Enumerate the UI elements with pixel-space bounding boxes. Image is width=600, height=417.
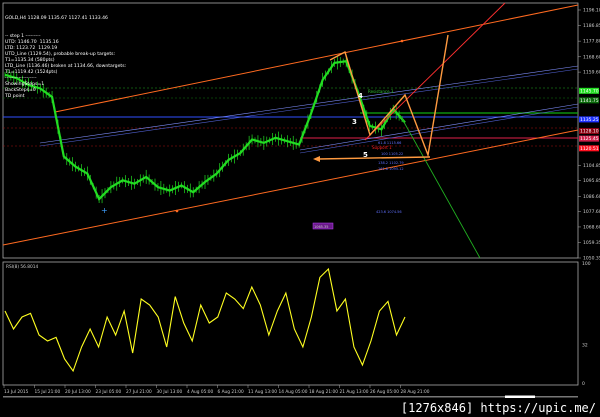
- rsi-line: [4, 267, 406, 373]
- time-tick-label: 11 Aug 13:00: [248, 389, 277, 395]
- scrollbar-thumb[interactable]: [505, 395, 535, 399]
- td-point-marker: +: [101, 206, 108, 215]
- fib-label: 100 1105.22: [381, 152, 403, 156]
- info-line: T1=1135.34 (580pts): [5, 58, 55, 63]
- time-tick-label: 4 Aug 05:00: [187, 389, 214, 395]
- time-tick-label: 21 Aug 13:00: [340, 389, 369, 395]
- blue-channel-line: [39, 68, 579, 147]
- red-target-line: [364, 2, 506, 141]
- rsi-tick-label: 32: [582, 343, 588, 349]
- price-tag-label: 1120.51: [580, 146, 599, 152]
- price-axis: 1196.10 1186.85 1177.80 1168.60 1159.60 1104.…: [578, 8, 600, 262]
- time-tick-label: 20 Jul 13:00: [65, 389, 91, 395]
- info-line: -------------------: [5, 76, 37, 81]
- price-tag-label: 1135.25: [580, 117, 599, 123]
- info-line: ShowingSteps=1: [5, 82, 45, 87]
- rsi-panel[interactable]: [2, 261, 579, 386]
- fib-label: 423.6 1074.56: [376, 210, 402, 214]
- projection-lines: 1065.35 Resistance 3 Support 1 3 4 5 61.…: [101, 2, 506, 259]
- indicator-info: GOLD,H4 1128.09 1135.67 1127.41 1133.46 …: [5, 4, 126, 106]
- price-tick-label: 1177.80: [583, 39, 600, 45]
- info-line: -- step 1 ---------: [5, 34, 41, 39]
- price-tags: 1145.70 1141.75 1135.25 1128.10 1125.45 1120.…: [579, 87, 599, 152]
- time-tick-label: 18 Aug 21:00: [309, 389, 338, 395]
- price-tick-label: 1068.60: [583, 224, 600, 230]
- info-line: LTD: 1123.72 1129.19: [5, 46, 58, 51]
- time-tick-label: 14 Aug 05:00: [279, 389, 308, 395]
- price-tag-label: 1125.45: [580, 136, 599, 142]
- price-tag: [579, 145, 599, 152]
- rsi-tick-label: 100: [582, 261, 591, 267]
- price-tag: [579, 97, 599, 104]
- blue-channel-line: [299, 103, 579, 151]
- magenta-box: [312, 222, 334, 230]
- trend-channels: [2, 4, 579, 246]
- orange-upper-channel: [54, 4, 579, 113]
- channel-point: [400, 39, 404, 43]
- price-tag: [579, 87, 599, 94]
- fib-label: 138.2 1102.79: [378, 161, 404, 165]
- orange-zigzag: [329, 34, 449, 158]
- time-tick-label: 30 Jul 13:00: [157, 389, 183, 395]
- info-line: BackSteps=0: [5, 88, 36, 93]
- price-tick-label: 1168.60: [583, 54, 600, 60]
- wave-3-label: 3: [352, 118, 357, 126]
- rsi-tick-label: 0: [582, 381, 585, 387]
- green-target-line: [399, 114, 481, 259]
- info-line: TD point: [5, 94, 25, 99]
- info-line: LTD_Line (1136.46) broken at 1134.66, do…: [5, 64, 127, 69]
- info-line: T1=1119.42 (1524pts): [5, 70, 58, 75]
- symbol-ohlc: GOLD,H4 1128.09 1135.67 1127.41 1133.46: [5, 16, 108, 21]
- fib-label: 161.8 1095.12: [378, 167, 404, 171]
- horizontal-scrollbar[interactable]: [3, 396, 578, 398]
- price-tick-label: 1104.85: [583, 163, 600, 169]
- price-tag: [579, 135, 599, 142]
- price-tag-label: 1141.75: [580, 98, 599, 104]
- time-tick-label: 26 Aug 05:00: [370, 389, 399, 395]
- price-tag-label: 1128.10: [580, 128, 599, 134]
- resistance-label: Resistance 3: [368, 89, 394, 94]
- price-tick-label: 1077.60: [583, 209, 600, 215]
- time-tick-label: 6 Aug 21:00: [218, 389, 245, 395]
- channel-point: [175, 209, 179, 213]
- price-tick-label: 1186.85: [583, 23, 600, 29]
- watermark: [1276x846] https://upic.me/: [400, 401, 596, 415]
- time-tick-label: 13 Jul 2015: [4, 389, 29, 395]
- price-tag: [579, 116, 599, 123]
- support-label: Support 1: [372, 145, 392, 150]
- orange-arrow-line: [317, 156, 431, 160]
- fib-label: 61.8 1115.66: [378, 141, 401, 145]
- rsi-axis: 100 32 0: [582, 261, 591, 387]
- info-line: UTD: 1146.70 1135.16: [5, 40, 59, 45]
- blue-channel-line: [299, 106, 579, 154]
- time-tick-label: 23 Jul 05:00: [96, 389, 122, 395]
- time-tick-label: 27 Jul 21:00: [126, 389, 152, 395]
- rsi-label: RSI(8) 56.8014: [6, 264, 38, 270]
- info-line: UTD_Line (1129.54), probable break-up ta…: [5, 52, 116, 57]
- price-tick-label: 1159.60: [583, 70, 600, 76]
- price-tick-label: 1059.35: [583, 240, 600, 246]
- blue-channel-line: [39, 65, 579, 144]
- time-tick-label: 15 Jul 21:00: [35, 389, 61, 395]
- price-tag-label: 1145.70: [580, 88, 599, 94]
- box-label: 1065.35: [314, 225, 328, 229]
- orange-lower-channel: [2, 129, 579, 246]
- price-tick-label: 1095.85: [583, 178, 600, 184]
- time-axis: 13 Jul 2015 15 Jul 21:00 20 Jul 13:00 23 Ju…: [3, 385, 430, 395]
- price-tag: [579, 127, 599, 134]
- time-tick-label: 28 Aug 21:00: [401, 389, 430, 395]
- price-tick-label: 1086.60: [583, 194, 600, 200]
- wave-4-label: 4: [358, 92, 363, 100]
- price-tick-label: 1196.10: [583, 8, 600, 14]
- wave-5-label: 5: [363, 151, 368, 159]
- main-panel[interactable]: [2, 2, 579, 259]
- arrow-head-icon: [313, 156, 320, 162]
- price-tick-label: 1050.35: [583, 256, 600, 262]
